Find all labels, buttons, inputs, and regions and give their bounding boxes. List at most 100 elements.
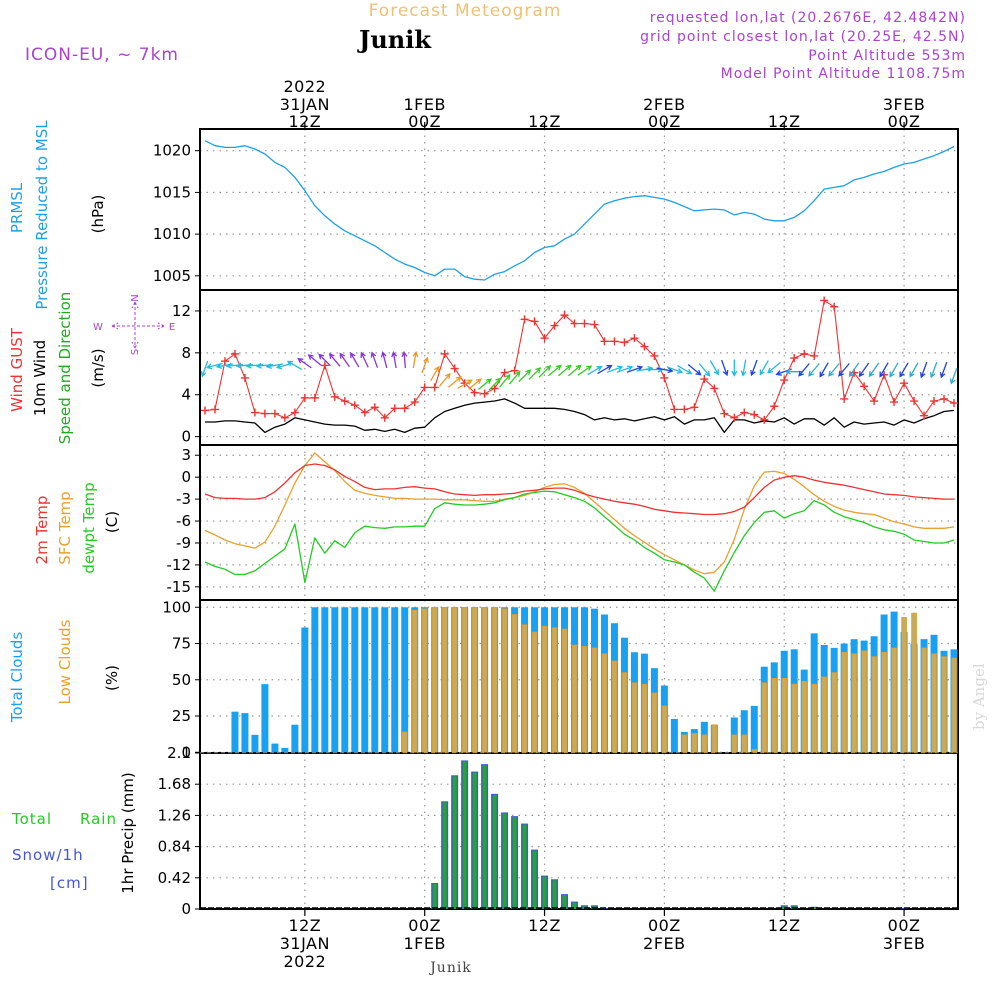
wind-arrow — [478, 378, 492, 390]
gust-marker — [690, 403, 699, 412]
rain-bar — [462, 761, 467, 909]
low-cloud-bar — [801, 680, 808, 753]
wind-arrow — [666, 366, 684, 374]
ylabel-sfc-temp: SFC Temp — [56, 491, 74, 564]
low-cloud-bar — [931, 653, 937, 753]
model-label: ICON-EU, ~ 7km — [25, 45, 179, 65]
y-tick-label: 0.42 — [158, 869, 191, 887]
wind-arrow — [740, 359, 747, 377]
gust-marker — [300, 393, 309, 402]
dewpt-temp-line — [204, 490, 955, 592]
rain-bar — [552, 880, 557, 909]
total-cloud-bar — [371, 607, 379, 753]
gust-marker — [670, 405, 679, 414]
wind-arrow — [350, 352, 360, 368]
gust-marker — [820, 296, 829, 305]
wind-arrow — [297, 357, 312, 369]
gust-marker — [520, 315, 529, 324]
rain-bar — [482, 765, 487, 909]
gust-marker — [470, 388, 479, 397]
low-cloud-bar — [791, 683, 798, 753]
wind-arrow — [698, 363, 711, 377]
low-cloud-bar — [471, 606, 478, 753]
wind-arrow — [616, 365, 634, 373]
compass-rose: N W E S — [93, 294, 175, 355]
total-cloud-bar — [331, 607, 339, 753]
y-tick-label: 4 — [181, 386, 191, 404]
gust-marker — [510, 366, 519, 375]
gust-marker — [590, 320, 599, 329]
low-cloud-bar — [941, 656, 947, 753]
wind-arrow — [919, 361, 928, 379]
temp-2m-line — [204, 463, 954, 516]
low-cloud-bar — [911, 612, 917, 753]
gust-marker — [240, 373, 249, 382]
wind-arrow — [899, 362, 909, 378]
wind-arrow — [750, 359, 758, 377]
y-tick-label: 25 — [172, 707, 191, 725]
wind-arrow — [949, 368, 958, 385]
gust-marker — [450, 364, 459, 373]
y-tick-label: 1020 — [153, 142, 191, 160]
gust-marker — [610, 337, 619, 346]
compass-north: N — [130, 294, 141, 301]
panel-frame — [199, 444, 959, 601]
wind-arrow — [391, 350, 398, 369]
y-tick-label: 1010 — [153, 225, 191, 243]
time-label-bottom: 12Z — [288, 916, 321, 935]
y-tick-label: -12 — [167, 556, 192, 574]
low-cloud-bar — [571, 644, 578, 753]
gust-marker — [500, 368, 509, 377]
gust-marker — [890, 398, 899, 407]
y-tick-label: 75 — [172, 635, 191, 653]
wind-arrow — [798, 363, 810, 377]
gust-marker — [760, 415, 769, 424]
low-cloud-bar — [591, 647, 598, 753]
low-cloud-bar — [871, 656, 877, 753]
wind-arrow — [868, 362, 880, 378]
gust-marker — [830, 302, 839, 311]
gust-marker — [680, 405, 689, 414]
low-cloud-bar — [701, 734, 708, 753]
rain-bar — [812, 907, 817, 909]
wind-arrow — [626, 365, 644, 373]
wind-arrow — [636, 365, 654, 372]
info-grid-point: grid point closest lon,lat (20.25E, 42.5… — [640, 29, 966, 45]
gust-marker — [730, 413, 739, 422]
wind-arrow — [597, 364, 613, 375]
gust-marker — [900, 379, 909, 388]
low-cloud-bar — [821, 676, 827, 753]
gust-marker — [780, 376, 789, 385]
gust-marker — [310, 393, 319, 402]
total-cloud-bar — [391, 607, 399, 753]
low-cloud-bar — [651, 692, 658, 753]
y-tick-label: 0 — [181, 900, 191, 918]
legend-total: Total — [11, 810, 52, 828]
wind-arrow — [307, 354, 322, 366]
wind-arrow — [235, 362, 253, 369]
time-label-top: 12Z — [288, 112, 321, 131]
gust-marker — [870, 397, 879, 406]
time-label-bottom: 00Z — [888, 916, 921, 935]
wind-arrow — [245, 362, 263, 369]
wind-arrow — [370, 351, 379, 368]
wind-arrow — [200, 360, 209, 378]
gust-marker — [370, 403, 379, 412]
gust-marker — [770, 402, 779, 411]
low-cloud-bar — [401, 731, 408, 753]
time-label-top: 00Z — [648, 112, 681, 131]
total-cloud-bar — [670, 718, 678, 753]
wind-arrow — [457, 379, 473, 389]
info-point-altitude: Point Altitude 553m — [808, 48, 966, 64]
gust-marker — [420, 383, 429, 392]
gust-marker — [390, 404, 399, 413]
gust-marker — [560, 311, 569, 320]
gust-marker — [330, 392, 339, 401]
wind-arrow — [528, 367, 542, 380]
wind-arrow — [587, 365, 603, 376]
wind-arrow — [767, 361, 781, 374]
gust-marker — [260, 409, 269, 418]
ylabel-prmsl: PRMSL — [8, 182, 26, 233]
low-cloud-bar — [561, 628, 568, 753]
gust-marker — [490, 384, 499, 393]
